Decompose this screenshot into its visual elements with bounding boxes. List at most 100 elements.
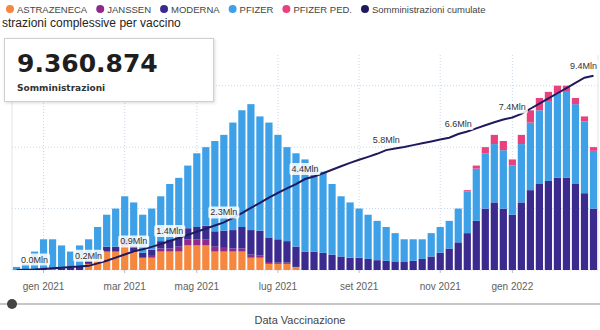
bar [265,122,272,123]
bar [148,208,155,209]
legend-marker [96,5,104,13]
bar [509,166,516,215]
bar [337,196,344,197]
bar [247,258,254,270]
bar [157,249,164,252]
legend-marker [160,5,168,13]
bar [337,256,344,270]
data-label-bg [118,235,149,247]
bar [256,258,263,270]
bar [572,98,579,104]
bar [500,150,507,208]
bar [184,245,191,270]
bar [310,252,317,270]
bar [563,178,570,270]
bar [473,166,480,169]
bar [545,181,552,270]
bar [157,196,164,197]
kpi-value: 9.360.874 [17,49,158,78]
bar [211,247,218,252]
bar [256,255,263,257]
bar [428,233,435,256]
bar [247,104,254,105]
bar [401,262,408,270]
bar [220,248,227,252]
bar [581,121,588,193]
bar [130,202,137,203]
bar [446,220,453,221]
slider-handle [7,299,17,309]
bar [401,239,408,262]
bar [274,134,281,135]
bar [274,264,281,270]
bar [581,116,588,121]
bar [365,214,372,215]
bar [193,239,200,245]
bar [274,135,281,239]
bar [355,209,362,258]
bar [455,208,462,209]
bar [220,231,227,248]
bar [283,147,290,241]
bar [355,258,362,270]
data-label: 7.4Mln [499,102,526,112]
data-label-bg [289,163,320,175]
bar [554,93,561,178]
bar [193,153,200,154]
x-tick [277,270,278,273]
bar [58,245,65,268]
data-label-bg [154,225,185,237]
data-label-bg [568,60,599,72]
bar [455,242,462,270]
bar [256,116,263,230]
bar [410,239,417,260]
x-tick-label: mag 2021 [175,281,220,292]
data-label: 0.2Mln [75,251,102,261]
bar [139,214,146,215]
x-tick [124,270,125,273]
bar [220,134,227,135]
bar [473,169,480,221]
bar [283,264,290,270]
bar [301,159,308,160]
bar [184,166,191,229]
bar [518,135,525,144]
x-tick-label: gen 2021 [23,281,65,292]
data-label: 1.4Mln [156,226,183,236]
bar [346,202,353,257]
kpi-label: Somministrazioni [17,83,105,93]
bar [265,262,272,264]
bar [365,215,372,259]
bar [166,252,173,270]
bar [355,208,362,209]
data-label-bg [73,250,104,262]
data-label: 9.4Mln [570,61,597,71]
bar [229,249,236,252]
bar [238,252,245,270]
bar [464,190,471,191]
bar [527,110,534,122]
bar [148,250,155,256]
bar [85,239,92,240]
bar [437,253,444,270]
bar [175,247,182,252]
bar [283,263,290,264]
x-tick-label: gen 2022 [491,281,533,292]
bar [536,184,543,270]
bar [491,135,498,144]
bar [184,165,191,166]
bar [392,233,399,234]
legend-label: MODERNA [171,4,220,15]
legend-label: PFIZER [240,4,274,15]
bar [319,253,326,270]
bar [148,256,155,258]
bar [572,104,579,184]
bar [527,190,534,270]
bar [40,239,47,240]
bar [103,215,110,247]
bar [292,247,299,267]
bar [49,239,56,270]
x-tick [440,270,441,273]
data-label-bg [19,254,50,266]
grid-line [12,147,598,148]
